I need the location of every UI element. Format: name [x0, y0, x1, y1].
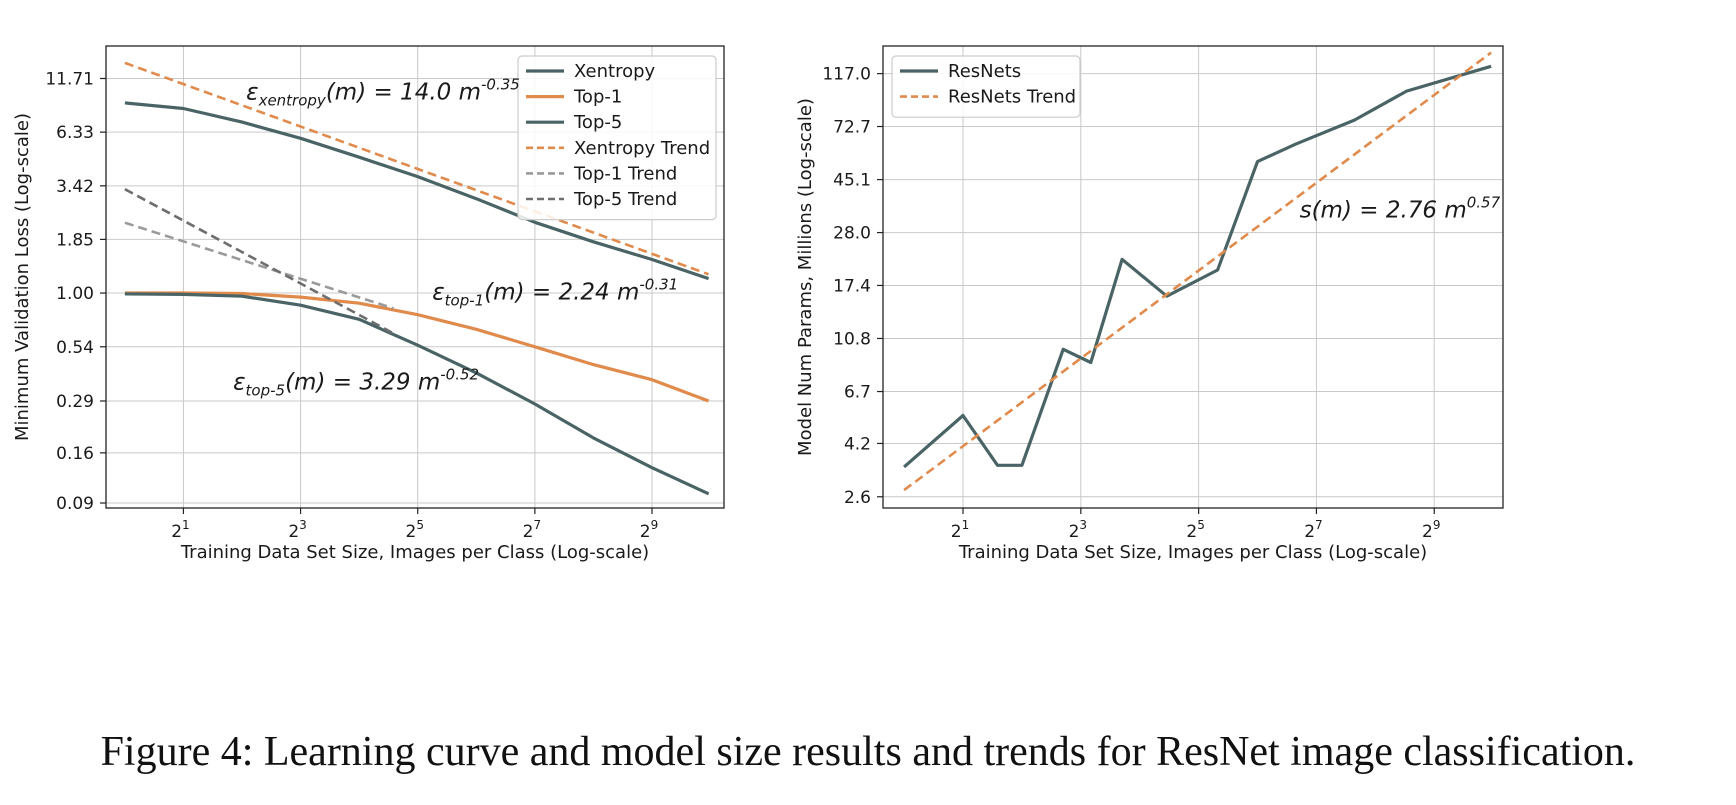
- right-y-tick-label: 117.0: [822, 65, 871, 85]
- left-y-tick-label: 0.09: [56, 494, 94, 514]
- right-x-tick-label: 27: [1304, 518, 1322, 542]
- right-legend-label: ResNets: [948, 61, 1021, 82]
- left-x-tick-label: 23: [288, 518, 306, 542]
- right-y-tick-label: 72.7: [833, 118, 871, 138]
- left-series-xentropy-trend: [124, 61, 710, 276]
- right-y-tick-label: 6.7: [844, 383, 871, 403]
- left-trend-equation: εxentropy(m) = 14.0 m-0.35: [246, 76, 520, 110]
- left-legend-label: Top-1: [573, 87, 622, 108]
- left-y-tick-label: 0.29: [56, 392, 94, 412]
- left-legend-label: Top-1 Trend: [573, 163, 677, 184]
- right-y-axis-label: Model Num Params, Millions (Log-scale): [795, 98, 816, 456]
- left-legend-label: Xentropy Trend: [574, 138, 710, 159]
- left-legend-label: Top-5: [573, 112, 622, 133]
- right-y-tick-label: 45.1: [833, 171, 871, 191]
- left-series-top-1-trend: [124, 221, 394, 310]
- left-trend-equation: εtop-5(m) = 3.29 m-0.52: [233, 366, 479, 400]
- right-y-tick-label: 2.6: [844, 488, 871, 508]
- right-y-tick-label: 28.0: [833, 224, 871, 244]
- left-y-axis-label: Minimum Validation Loss (Log-scale): [12, 113, 33, 441]
- right-trend-equation: s(m) = 2.76 m0.57: [1300, 194, 1501, 224]
- left-y-tick-label: 0.54: [56, 338, 94, 358]
- left-trend-equation: εtop-1(m) = 2.24 m-0.31: [432, 275, 678, 309]
- right-y-tick-label: 4.2: [844, 434, 871, 454]
- left-x-tick-label: 21: [171, 518, 189, 542]
- left-series-top-5: [124, 292, 710, 496]
- left-legend-box: [517, 55, 717, 221]
- left-x-axis-label: Training Data Set Size, Images per Class…: [180, 542, 649, 563]
- left-y-tick-label: 0.16: [56, 444, 94, 464]
- right-x-axis-label: Training Data Set Size, Images per Class…: [958, 542, 1427, 563]
- left-panel: 21 23 25 27 29 0.09 0.16 0.29 0.54 1.00 1.85 3.42 6.…: [12, 45, 725, 563]
- right-y-tick-label: 10.8: [833, 329, 871, 349]
- left-plot-frame: [105, 45, 725, 509]
- left-x-tick-label: 25: [405, 518, 423, 542]
- left-y-tick-label: 1.85: [56, 230, 94, 250]
- right-x-tick-label: 25: [1186, 518, 1204, 542]
- left-legend-label: Xentropy: [574, 61, 656, 82]
- right-x-tick-label: 23: [1069, 518, 1087, 542]
- right-panel: 21 23 25 27 29 2.6 4.2 6.7 10.8 17.4 28.0 45.1 72.7 1…: [795, 45, 1504, 563]
- right-x-tick-label: 21: [951, 518, 969, 542]
- left-y-tick-label: 3.42: [56, 177, 94, 197]
- left-y-tick-label: 1.00: [56, 284, 94, 304]
- left-y-tick-label: 6.33: [56, 123, 94, 143]
- left-legend-label: Top-5 Trend: [573, 189, 677, 210]
- left-series-top-1: [124, 291, 710, 403]
- left-y-tick-label: 11.71: [45, 70, 94, 90]
- left-series-xentropy: [124, 101, 710, 281]
- figure-caption: Figure 4: Learning curve and model size …: [100, 729, 1636, 775]
- right-y-tick-label: 17.4: [833, 276, 871, 296]
- left-x-tick-label: 29: [640, 518, 658, 542]
- right-plot-frame: [882, 45, 1504, 509]
- right-series-resnets-trend: [903, 51, 1492, 492]
- right-series-resnets: [903, 64, 1492, 469]
- right-x-tick-label: 29: [1422, 518, 1440, 542]
- right-legend-box: [891, 55, 1081, 118]
- right-legend-label: ResNets Trend: [948, 87, 1076, 108]
- left-x-tick-label: 27: [523, 518, 541, 542]
- left-series-top-5-trend: [124, 188, 395, 335]
